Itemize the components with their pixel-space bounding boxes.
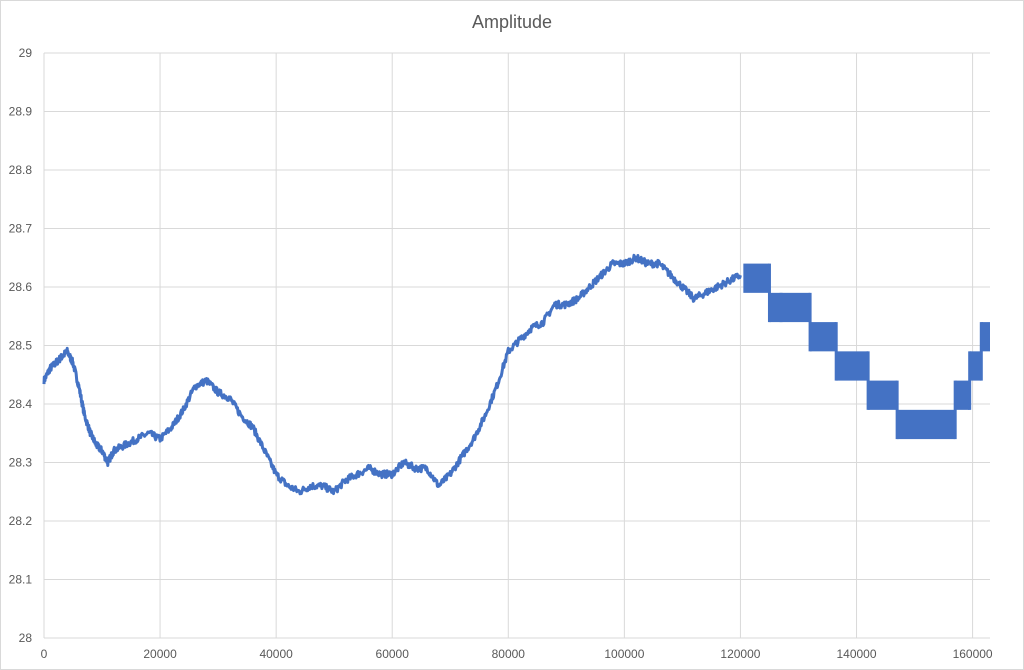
x-tick-label: 100000: [604, 647, 644, 661]
y-tick-label: 28.4: [9, 397, 33, 411]
y-tick-label: 28.1: [9, 573, 33, 587]
amplitude-band: [955, 380, 970, 410]
x-tick-label: 120000: [720, 647, 760, 661]
amplitude-band: [769, 292, 782, 323]
series-layer: [42, 253, 990, 496]
y-tick-label: 29: [19, 46, 33, 60]
amplitude-band: [868, 380, 898, 410]
y-tick-label: 28.6: [9, 280, 33, 294]
amplitude-line: [42, 253, 742, 496]
y-tick-label: 28.2: [9, 514, 33, 528]
amplitude-band: [781, 292, 811, 323]
y-tick-label: 28.5: [9, 339, 33, 353]
y-tick-label: 28: [19, 631, 33, 645]
x-tick-label: 40000: [259, 647, 293, 661]
y-tick-label: 28.8: [9, 163, 33, 177]
y-tick-label: 28.3: [9, 456, 33, 470]
x-tick-label: 0: [41, 647, 48, 661]
amplitude-band: [836, 351, 869, 381]
x-tick-label: 60000: [376, 647, 410, 661]
x-tick-label: 140000: [836, 647, 876, 661]
x-tick-label: 20000: [143, 647, 177, 661]
chart-title: Amplitude: [471, 12, 553, 32]
grid-lines: [43, 52, 990, 639]
y-axis-tick-labels: 28 28.1 28.2 28.3 28.4 28.5 28.6 28.7 28.8 28.9 29: [9, 46, 33, 645]
amplitude-band: [743, 263, 770, 293]
x-tick-label: 80000: [492, 647, 526, 661]
amplitude-band: [810, 322, 837, 352]
y-tick-label: 28.7: [9, 222, 33, 236]
x-axis-tick-labels: 0 20000 40000 60000 80000 100000 120000 140000 1…: [41, 647, 993, 661]
y-tick-label: 28.9: [9, 105, 33, 119]
amplitude-band: [897, 409, 956, 440]
x-tick-label: 160000: [953, 647, 993, 661]
amplitude-band: [969, 351, 982, 381]
amplitude-band: [981, 322, 990, 352]
